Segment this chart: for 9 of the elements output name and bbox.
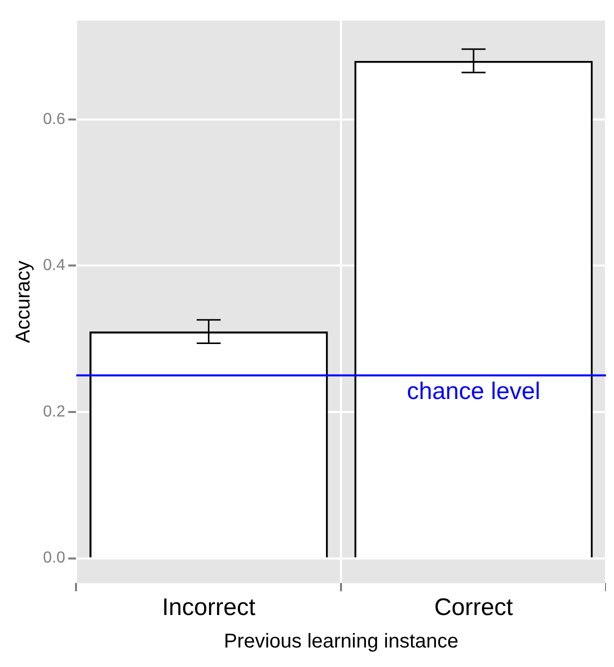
y-tick-label: 0.2 bbox=[42, 403, 66, 420]
y-tick-label: 0.4 bbox=[42, 257, 66, 274]
x-tick-label: Incorrect bbox=[162, 594, 256, 622]
y-tick-label: 0.6 bbox=[42, 110, 66, 128]
x-axis-title: Previous learning instance bbox=[224, 630, 458, 653]
ref-line-label: chance level bbox=[406, 378, 540, 406]
y-axis-title: Accuracy bbox=[12, 260, 35, 344]
x-tick-label: Correct bbox=[434, 594, 514, 622]
y-tick-label: 0.0 bbox=[42, 550, 66, 567]
